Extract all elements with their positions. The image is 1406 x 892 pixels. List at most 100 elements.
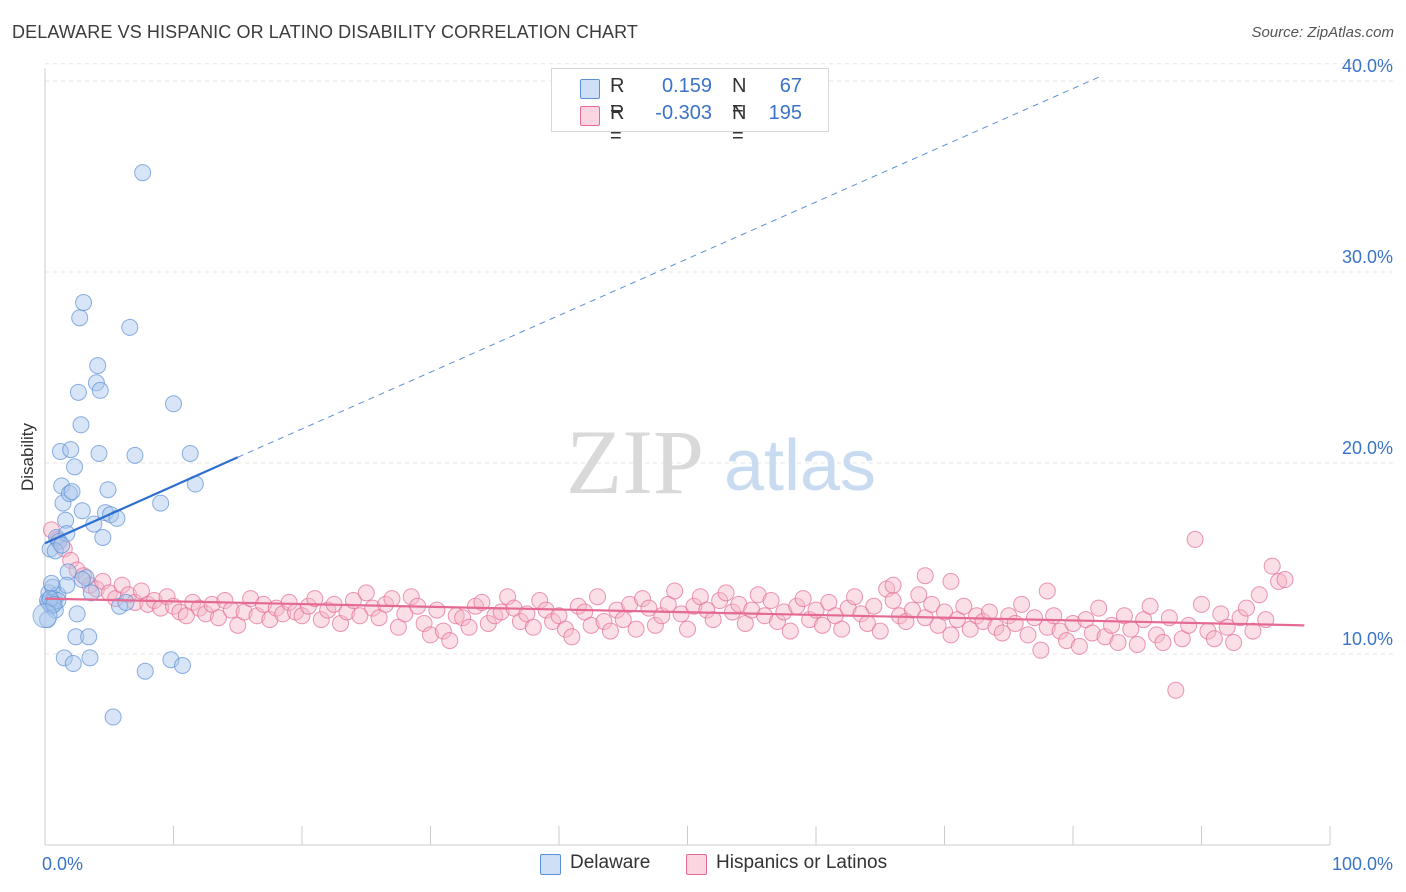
hispanic-point	[865, 597, 883, 615]
delaware-trend-dashed	[237, 76, 1099, 458]
hispanic-point	[1006, 614, 1024, 632]
hispanic-point	[1019, 626, 1037, 644]
delaware-point	[126, 446, 144, 464]
legend-r-value: -0.303	[655, 102, 712, 124]
hispanic-point	[1167, 681, 1185, 699]
hispanic-point	[293, 607, 311, 625]
hispanic-point	[357, 584, 375, 602]
delaware-point	[54, 494, 72, 512]
hispanic-point	[1045, 607, 1063, 625]
hispanic-point	[993, 624, 1011, 642]
hispanic-point	[1237, 599, 1255, 617]
hispanic-point	[833, 620, 851, 638]
delaware-point	[63, 483, 81, 501]
hispanic-point	[1090, 599, 1108, 617]
hispanic-point	[434, 622, 452, 640]
hispanic-point	[1038, 582, 1056, 600]
hispanic-point	[306, 590, 324, 608]
delaware-point	[80, 628, 98, 646]
hispanic-point	[1270, 572, 1288, 590]
hispanic-point	[1250, 586, 1268, 604]
delaware-point	[73, 571, 91, 589]
hispanic-point	[634, 590, 652, 608]
delaware-point	[60, 485, 78, 503]
y-tick-label: 10.0%	[1342, 629, 1393, 649]
hispanic-point	[1263, 557, 1281, 575]
hispanic-point	[884, 576, 902, 594]
delaware-point	[66, 458, 84, 476]
hispanic-point	[916, 567, 934, 585]
hispanic-point	[1231, 609, 1249, 627]
delaware-point	[87, 374, 105, 392]
legend-n-value: 67	[779, 75, 802, 97]
hispanic-point	[704, 611, 722, 629]
hispanic-point	[1186, 530, 1204, 548]
hispanic-point	[685, 597, 703, 615]
hispanic-trend-line	[44, 597, 1305, 627]
hispanic-point	[980, 603, 998, 621]
hispanic-point	[679, 620, 696, 638]
delaware-point	[117, 593, 135, 611]
delaware-point	[46, 542, 64, 560]
delaware-point	[64, 655, 82, 673]
delaware-point	[32, 603, 58, 629]
legend-n-value: 195	[768, 102, 802, 124]
hispanic-point	[762, 592, 780, 610]
hispanic-point	[1109, 634, 1127, 652]
delaware-point	[69, 383, 87, 401]
hispanic-point	[627, 620, 645, 638]
hispanic-point	[1180, 616, 1198, 634]
x-tick-label: 0.0%	[42, 854, 83, 874]
hispanic-point	[1225, 634, 1243, 652]
delaware-point	[42, 574, 60, 592]
hispanic-point	[524, 618, 542, 636]
hispanic-point	[1032, 641, 1050, 659]
delaware-point	[181, 444, 199, 462]
hispanic-point	[113, 576, 131, 594]
hispanic-point	[1154, 634, 1172, 652]
hispanic-point	[190, 599, 208, 617]
hispanic-point	[319, 601, 337, 619]
legend-swatch-delaware	[580, 79, 600, 99]
tick-labels: 10.0% 20.0% 30.0% 40.0% 0.0% 100.0%	[42, 56, 1393, 874]
delaware-point	[57, 511, 75, 529]
watermark-atlas: atlas	[724, 426, 876, 506]
hispanic-point	[1141, 597, 1159, 615]
hispanic-point	[1193, 595, 1210, 613]
hispanic-point	[698, 601, 716, 619]
y-tick-label: 40.0%	[1342, 56, 1393, 76]
hispanic-point	[544, 613, 562, 631]
hispanic-point	[666, 582, 684, 600]
delaware-point	[152, 494, 170, 512]
delaware-point	[136, 662, 154, 680]
delaware-point	[62, 441, 80, 459]
x-tick-label: 100.0%	[1332, 854, 1393, 874]
delaware-point	[173, 656, 191, 674]
hispanic-point	[672, 605, 690, 623]
hispanic-point	[209, 609, 227, 627]
watermark-zip: ZIP	[566, 411, 704, 513]
bottom-swatch-delaware	[540, 854, 561, 875]
delaware-point	[81, 649, 99, 667]
legend-n-label: N =	[732, 102, 747, 147]
trend-lines	[44, 76, 1305, 627]
hispanic-point	[942, 572, 960, 590]
hispanic-point	[422, 626, 439, 644]
hispanic-point	[1083, 624, 1101, 642]
hispanic-point	[936, 603, 953, 621]
hispanic-point	[1128, 635, 1146, 653]
hispanic-point	[968, 607, 986, 625]
hispanic-point	[846, 588, 864, 606]
hispanic-point	[216, 592, 234, 610]
legend-r-label: R =	[610, 102, 625, 147]
hispanic-point	[364, 599, 382, 617]
hispanic-point	[460, 618, 478, 636]
y-tick-label: 30.0%	[1342, 247, 1393, 267]
hispanic-point	[955, 597, 973, 615]
delaware-point	[51, 443, 69, 461]
hispanic-point	[1276, 571, 1294, 589]
hispanic-point	[871, 622, 889, 640]
hispanic-point	[428, 601, 446, 619]
delaware-point	[75, 294, 93, 312]
